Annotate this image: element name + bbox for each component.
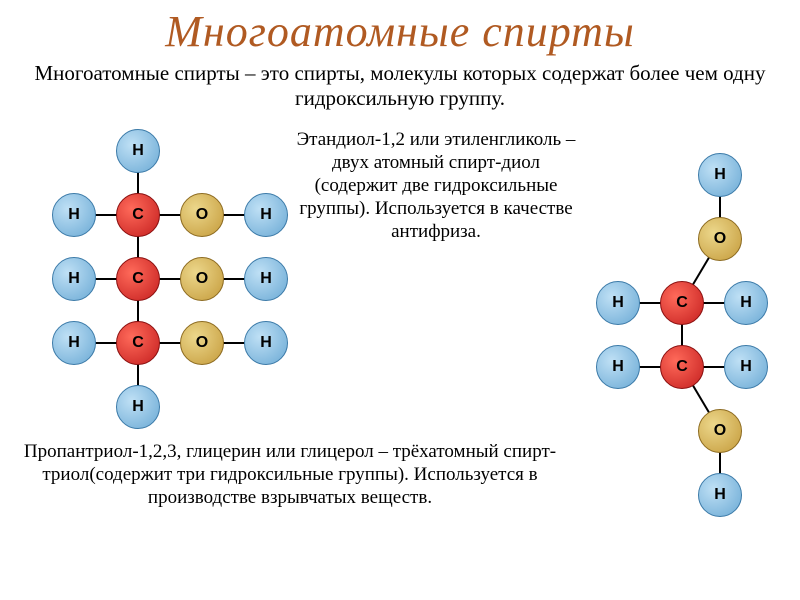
atom-c: C [660, 345, 704, 389]
atom-h: H [596, 345, 640, 389]
atom-h: H [596, 281, 640, 325]
atom-c: C [116, 193, 160, 237]
diagram-area: HCHOHCHOHCHOHH HOCHHCHHOH Этандиол-1,2 и… [0, 111, 800, 551]
description-ethandiol: Этандиол-1,2 или этиленгликоль – двух ат… [296, 129, 576, 243]
definition-text: Многоатомные спирты – это спирты, молеку… [16, 61, 784, 111]
atom-c: C [116, 257, 160, 301]
atom-h: H [724, 345, 768, 389]
atom-h: H [52, 257, 96, 301]
atom-h: H [116, 385, 160, 429]
atom-h: H [52, 193, 96, 237]
atom-c: C [116, 321, 160, 365]
atom-h: H [698, 473, 742, 517]
atom-o: O [180, 257, 224, 301]
atom-o: O [698, 217, 742, 261]
atom-h: H [116, 129, 160, 173]
atom-h: H [244, 193, 288, 237]
atom-h: H [698, 153, 742, 197]
atom-o: O [180, 193, 224, 237]
description-propantriol: Пропантриол-1,2,3, глицерин или глицерол… [10, 441, 570, 509]
atom-h: H [244, 257, 288, 301]
atom-o: O [180, 321, 224, 365]
page-title: Многоатомные спирты [0, 0, 800, 57]
atom-c: C [660, 281, 704, 325]
atom-h: H [244, 321, 288, 365]
atom-o: O [698, 409, 742, 453]
atom-h: H [724, 281, 768, 325]
atom-h: H [52, 321, 96, 365]
